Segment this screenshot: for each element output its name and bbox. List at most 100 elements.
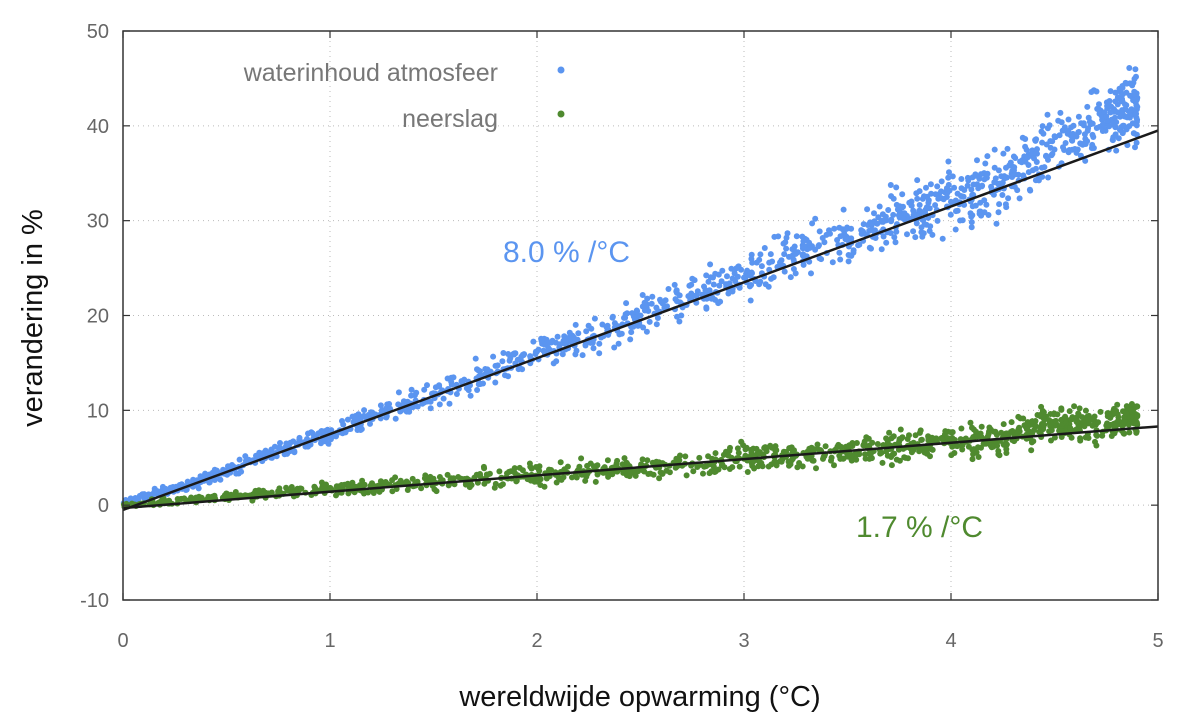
water-point: [233, 470, 240, 477]
water-point: [1103, 113, 1110, 120]
water-point: [500, 350, 507, 356]
precip-point: [1076, 405, 1083, 412]
water-point: [792, 270, 799, 277]
water-point: [190, 476, 197, 483]
water-point: [984, 153, 991, 160]
precip-point: [753, 445, 760, 452]
precip-point: [973, 428, 979, 435]
precip-point: [1000, 441, 1007, 448]
water-point: [242, 453, 249, 460]
water-point: [641, 299, 648, 306]
water-point: [919, 195, 926, 202]
precip-point: [809, 445, 816, 452]
water-point: [673, 288, 680, 295]
water-point: [1119, 122, 1126, 129]
water-point: [1099, 128, 1106, 134]
water-point: [899, 191, 906, 198]
precip-point: [831, 462, 837, 469]
water-point: [910, 228, 917, 235]
water-point: [427, 398, 434, 405]
precip-point: [762, 444, 769, 451]
precip-point: [978, 423, 985, 430]
precip-point: [1040, 415, 1047, 422]
precip-point: [1077, 435, 1084, 442]
water-point: [972, 171, 979, 178]
water-point: [1084, 103, 1091, 110]
water-point: [689, 293, 696, 300]
water-point: [898, 204, 905, 211]
water-point: [949, 173, 956, 180]
precip-point: [1093, 431, 1100, 438]
water-point: [934, 217, 941, 224]
precip-point: [537, 482, 544, 488]
water-point: [1112, 89, 1119, 96]
water-point: [640, 324, 647, 331]
water-point: [808, 270, 814, 277]
precip-point: [1103, 422, 1110, 429]
precip-point: [712, 450, 719, 457]
precip-point: [853, 440, 860, 446]
precip-point: [1051, 434, 1058, 441]
water-point: [1016, 195, 1023, 202]
water-point: [518, 353, 525, 360]
water-point: [953, 208, 959, 215]
water-point: [837, 233, 844, 240]
water-point: [676, 318, 683, 325]
water-point: [978, 183, 985, 190]
water-point: [961, 187, 968, 193]
water-point: [885, 207, 892, 213]
water-point: [395, 401, 402, 408]
water-point: [792, 250, 799, 257]
precip-point: [569, 474, 575, 481]
precip-point: [1029, 430, 1036, 437]
water-point: [629, 310, 636, 317]
y-tick-label: 30: [87, 211, 109, 233]
water-point: [921, 221, 928, 228]
precip-point: [682, 453, 689, 460]
water-point: [946, 169, 952, 176]
water-point: [1022, 136, 1029, 142]
precip-point: [590, 463, 597, 470]
water-point: [1033, 159, 1040, 165]
x-tick-label: 0: [117, 630, 128, 652]
water-point: [869, 221, 875, 227]
water-point: [703, 272, 710, 279]
water-point: [413, 389, 420, 396]
legend-marker-water: [557, 66, 565, 74]
water-point: [1089, 131, 1096, 138]
water-point: [800, 244, 807, 250]
precip-point: [874, 441, 881, 447]
water-point: [315, 430, 322, 437]
precip-point: [223, 493, 230, 500]
water-point: [588, 325, 595, 332]
precip-point: [418, 485, 425, 492]
precip-point: [644, 457, 651, 464]
precip-point: [582, 477, 589, 484]
water-point: [583, 328, 590, 335]
water-point: [1109, 137, 1116, 144]
y-tick-labels: -10 0 10 20 30 40 50: [80, 21, 109, 612]
water-point: [767, 251, 774, 258]
water-point: [777, 259, 784, 266]
water-point: [236, 456, 243, 463]
x-tick-label: 4: [945, 630, 956, 652]
precip-point: [311, 483, 318, 490]
precip-point: [755, 463, 762, 470]
water-point: [812, 246, 819, 253]
water-point: [840, 206, 847, 213]
water-point: [1119, 83, 1126, 89]
precip-point: [967, 419, 974, 426]
water-point: [342, 429, 349, 436]
water-point: [912, 234, 919, 241]
precip-point: [527, 463, 534, 470]
water-point: [1005, 195, 1012, 202]
precip-point: [959, 442, 966, 449]
water-point: [162, 486, 169, 492]
precip-point: [809, 457, 816, 464]
precip-point: [477, 471, 483, 477]
water-point: [757, 278, 764, 285]
precip-point: [361, 490, 367, 497]
water-point: [860, 228, 866, 235]
water-point: [325, 440, 332, 447]
water-point: [741, 274, 747, 281]
